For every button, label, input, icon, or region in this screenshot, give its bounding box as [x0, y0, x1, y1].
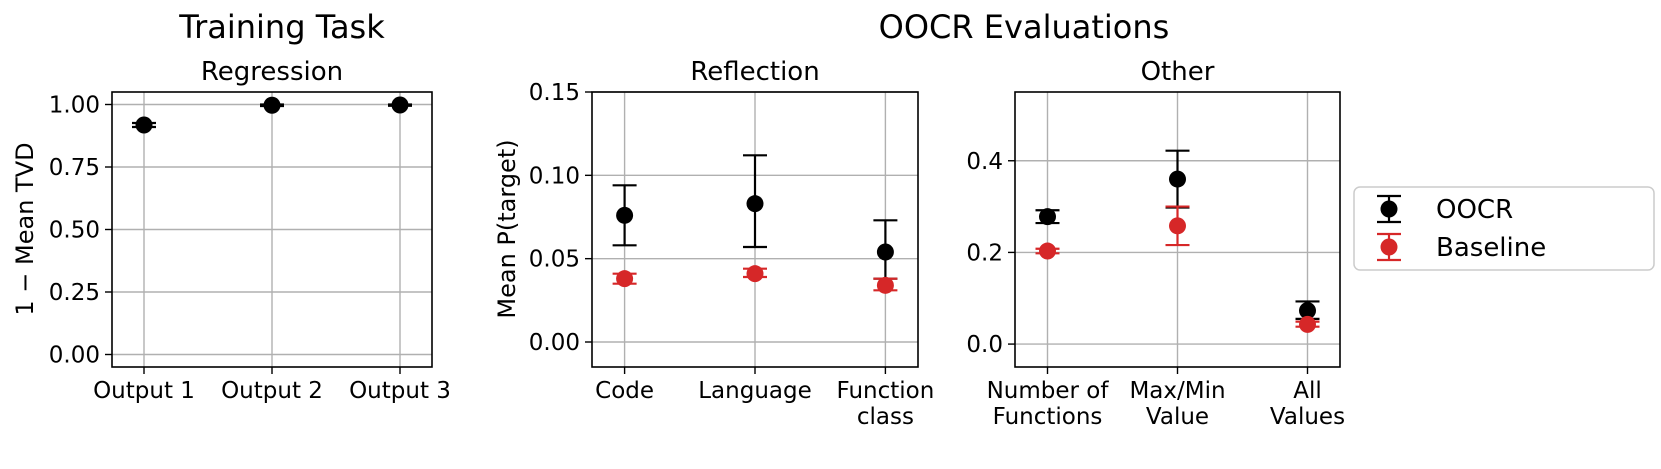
y-tick-label: 0.15: [529, 80, 580, 106]
axes-frame: [111, 91, 433, 368]
y-tick-label: 0.05: [529, 247, 580, 273]
oocr-point: [616, 206, 634, 224]
x-tick-label-line: Values: [1270, 404, 1345, 430]
panel-title: Reflection: [690, 57, 819, 87]
x-tick-label-line: Output 1: [93, 378, 195, 404]
y-tick-label: 0.25: [49, 280, 100, 306]
y-tick-label: 1.00: [49, 93, 100, 119]
y-tick-label: 0.4: [966, 149, 1003, 175]
oocr-point: [263, 96, 281, 114]
legend-frame: [1353, 186, 1655, 271]
x-tick-label-line: Value: [1146, 404, 1209, 430]
legend-label: Baseline: [1436, 233, 1546, 263]
x-tick-label-line: All: [1293, 378, 1322, 404]
baseline-point: [876, 276, 894, 294]
x-tick-label-line: Language: [698, 378, 812, 404]
axes-frame: [1014, 91, 1341, 368]
x-tick-label: Max/Min Value: [1129, 378, 1225, 430]
baseline-point: [616, 270, 634, 288]
regression-panel: 0.00 0.25 0.50 0.75 1.00 Output 1 Output 2 Outp…: [11, 57, 451, 404]
x-tick-label: Output 1: [93, 378, 195, 404]
panel-title: Other: [1141, 57, 1215, 87]
y-tick-label: 0.00: [49, 343, 100, 369]
training-task-header: Training Task: [178, 8, 385, 46]
x-tick-label-line: Output 3: [349, 378, 451, 404]
legend-marker: [1380, 238, 1398, 256]
baseline-point: [1299, 315, 1316, 333]
x-tick-label: Code: [595, 378, 654, 404]
panel-title: Regression: [201, 57, 343, 87]
x-tick-label: Output 2: [221, 378, 323, 404]
x-tick-label: Language: [698, 378, 812, 404]
baseline-point: [1039, 242, 1056, 260]
y-tick-label: 0.10: [529, 163, 580, 189]
baseline-point: [1169, 217, 1186, 235]
baseline-point: [746, 265, 764, 283]
oocr-point: [876, 243, 894, 261]
reflection-panel: 0.00 0.05 0.10 0.15 Code Language Function clas…: [493, 57, 934, 430]
x-tick-label: Number of Functions: [987, 378, 1110, 430]
x-tick-label-line: Max/Min: [1129, 378, 1225, 404]
x-tick-label-line: Output 2: [221, 378, 323, 404]
y-tick-label: 0.2: [966, 240, 1003, 266]
oocr-point: [1039, 208, 1056, 226]
oocr-point: [1299, 302, 1316, 320]
y-tick-label: 0.00: [529, 330, 580, 356]
x-tick-label-line: Code: [595, 378, 654, 404]
x-tick-label-line: Number of: [987, 378, 1110, 404]
x-tick-label: Function class: [836, 378, 934, 430]
legend: OOCR Baseline: [1353, 186, 1655, 271]
legend-label: OOCR: [1436, 195, 1513, 225]
oocr-point: [135, 116, 153, 134]
y-tick-label: 0.0: [966, 332, 1003, 358]
oocr-point: [391, 96, 409, 114]
x-tick-label-line: Function: [836, 378, 934, 404]
legend-marker: [1380, 200, 1398, 218]
y-tick-label: 0.50: [49, 218, 100, 244]
y-tick-label: 0.75: [49, 155, 100, 181]
axes-frame: [591, 91, 919, 368]
x-tick-label-line: Functions: [993, 404, 1103, 430]
other-panel: 0.0 0.2 0.4 Number of Functions Max/Min Value A…: [966, 57, 1345, 430]
x-tick-label-line: class: [857, 404, 914, 430]
y-axis-label: Mean P(target): [493, 139, 521, 318]
x-tick-label: All Values: [1270, 378, 1345, 430]
oocr-point: [1169, 170, 1186, 188]
oocr-point: [746, 195, 764, 213]
y-axis-label: 1 − Mean TVD: [11, 142, 39, 315]
x-tick-label: Output 3: [349, 378, 451, 404]
oocr-evaluations-header: OOCR Evaluations: [879, 8, 1170, 46]
